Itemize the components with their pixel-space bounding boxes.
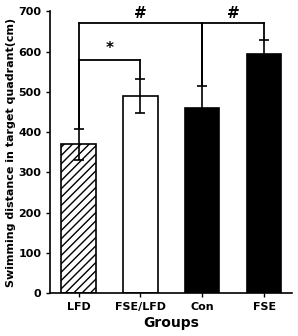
Bar: [247, 54, 281, 293]
Bar: [61, 144, 96, 293]
Y-axis label: Swimming distance in target quadrant(cm): Swimming distance in target quadrant(cm): [6, 18, 15, 287]
Text: #: #: [227, 6, 240, 22]
X-axis label: Groups: Groups: [144, 317, 199, 330]
Bar: [185, 108, 220, 293]
Bar: [123, 96, 158, 293]
Text: #: #: [134, 6, 147, 22]
Text: *: *: [105, 41, 114, 56]
